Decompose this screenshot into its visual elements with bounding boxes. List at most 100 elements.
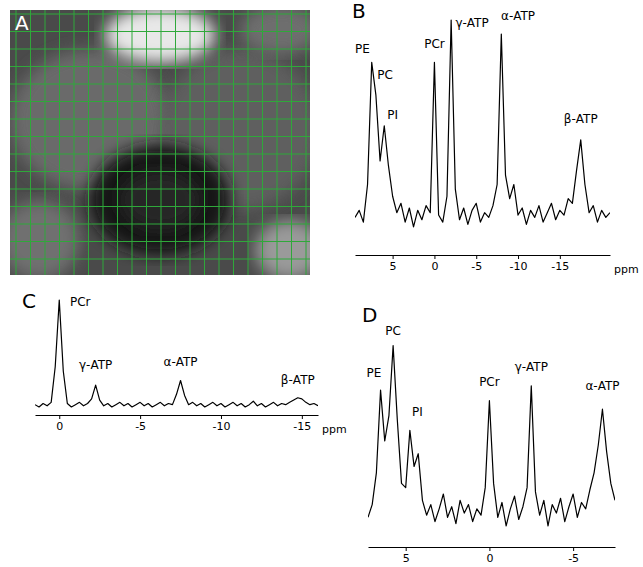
voxel-grid-line <box>190 10 191 275</box>
plot-marks <box>368 346 615 526</box>
x-tick-label: 0 <box>486 552 493 565</box>
spectrum-panel: 50-5PEPCPIPCrγ-ATPα-ATPD <box>362 303 619 565</box>
voxel-grid-line <box>146 10 147 275</box>
voxel-grid-line <box>10 14 310 15</box>
figure: A50-5-10-15ppmPEPCPIPCrγ-ATPα-ATPβ-ATPB0… <box>0 0 643 567</box>
x-tick-label: 0 <box>431 260 438 273</box>
x-tick-mark <box>221 415 222 419</box>
voxel-grid-line <box>161 10 162 275</box>
x-tick: -10 <box>510 255 528 273</box>
voxel-grid-line <box>59 10 60 275</box>
background <box>0 0 643 567</box>
image-panel <box>10 10 310 275</box>
voxel-grid-line <box>10 66 310 67</box>
voxel-grid-line <box>74 10 75 275</box>
voxel-grid-line <box>10 101 310 102</box>
x-axis: 5 0 -5 <box>369 547 616 565</box>
panel-letter: B <box>352 0 366 23</box>
x-axis: 0 -5 -10 -15 <box>36 415 319 433</box>
peak-label: PE <box>355 42 370 56</box>
peak-label: PCr <box>70 295 91 309</box>
voxel-grid-line <box>45 10 46 275</box>
peak-label: PCr <box>424 37 445 51</box>
x-tick-label: 5 <box>390 260 397 273</box>
panel-letter: D <box>362 303 377 327</box>
panel-letter: C <box>22 289 36 313</box>
peak-label: PC <box>377 68 393 82</box>
plot-marks <box>35 300 318 407</box>
voxel-grid-line <box>10 119 310 120</box>
x-tick-mark <box>573 547 574 551</box>
x-tick-mark <box>406 547 407 551</box>
voxel-grid-line <box>132 10 133 275</box>
spectrum-panel: 0-5-10-15ppmPCrγ-ATPα-ATPβ-ATPC <box>22 289 347 436</box>
x-tick-label: -5 <box>471 260 482 273</box>
spectrum-panel: 50-5-10-15ppmPEPCPIPCrγ-ATPα-ATPβ-ATPB <box>352 0 639 276</box>
x-tick-label: -5 <box>135 420 146 433</box>
x-tick-label: 0 <box>56 420 63 433</box>
x-axis-line <box>356 255 611 256</box>
spectrum-line <box>368 346 615 526</box>
x-axis: 5 0 -5 -10 -15 <box>356 255 611 273</box>
spectrum-line <box>35 300 318 407</box>
voxel-grid-line <box>30 10 31 275</box>
x-axis-line <box>36 415 319 416</box>
voxel-grid-line <box>277 10 278 275</box>
x-tick: 0 <box>431 255 438 273</box>
voxel-grid-line <box>10 171 310 172</box>
x-tick-mark <box>434 255 435 259</box>
x-tick-label: -10 <box>510 260 528 273</box>
x-axis-title: ppm <box>322 423 347 436</box>
x-tick-label: -15 <box>551 260 569 273</box>
peak-label: PE <box>366 366 381 380</box>
x-tick: -5 <box>471 255 482 273</box>
plot-marks <box>355 20 610 227</box>
peak-label: β-ATP <box>564 112 598 126</box>
x-tick-mark <box>489 547 490 551</box>
x-tick: -15 <box>551 255 569 273</box>
x-tick-mark <box>59 415 60 419</box>
voxel-grid-line <box>10 189 310 190</box>
x-tick-label: -15 <box>293 420 311 433</box>
peak-label: α-ATP <box>585 379 619 393</box>
x-tick: 0 <box>486 547 493 565</box>
peak-label: PC <box>385 324 401 338</box>
voxel-grid-line <box>306 10 307 275</box>
spectrum-line <box>355 20 610 227</box>
x-tick: -5 <box>135 415 146 433</box>
peak-label: α-ATP <box>163 355 197 369</box>
voxel-grid-line <box>10 31 310 32</box>
image-region <box>105 10 215 63</box>
voxel-grid-line <box>10 206 310 207</box>
image-region <box>90 145 230 255</box>
x-tick-label: -5 <box>568 552 579 565</box>
x-tick-mark <box>476 255 477 259</box>
x-tick-mark <box>518 255 519 259</box>
x-tick: 0 <box>56 415 63 433</box>
panel-letter: A <box>15 11 29 35</box>
voxel-grid-line <box>262 10 263 275</box>
peak-label: β-ATP <box>281 373 315 387</box>
voxel-grid-line <box>233 10 234 275</box>
voxel-grid-line <box>10 136 310 137</box>
x-tick: -5 <box>568 547 579 565</box>
x-tick-mark <box>560 255 561 259</box>
x-tick-label: 5 <box>403 552 410 565</box>
x-tick-mark <box>302 415 303 419</box>
voxel-grid-line <box>175 10 176 275</box>
voxel-grid-line <box>219 10 220 275</box>
voxel-grid-line <box>10 259 310 260</box>
x-tick: -15 <box>293 415 311 433</box>
peak-label: PI <box>387 108 398 122</box>
x-tick: 5 <box>390 255 397 273</box>
voxel-grid-line <box>16 10 17 275</box>
image-region <box>255 220 310 275</box>
x-tick: -10 <box>212 415 230 433</box>
x-tick-mark <box>393 255 394 259</box>
voxel-grid-line <box>248 10 249 275</box>
peak-label: PCr <box>479 375 500 389</box>
x-axis-title: ppm <box>614 263 639 276</box>
voxel-grid-line <box>103 10 104 275</box>
voxel-grid-line <box>291 10 292 275</box>
voxel-grid-line <box>10 241 310 242</box>
